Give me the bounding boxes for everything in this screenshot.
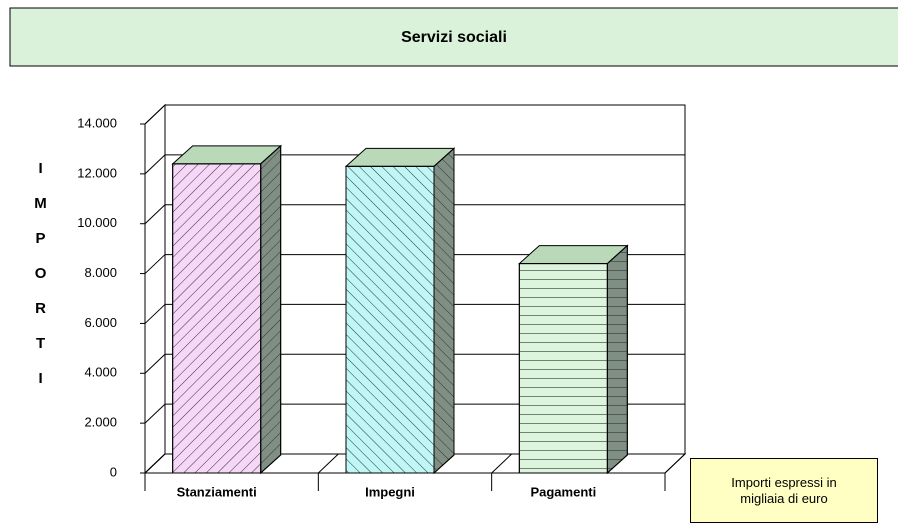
y-tick-label: 6.000 (84, 315, 117, 330)
y-tick-label: 4.000 (84, 365, 117, 380)
grid-line (144, 304, 166, 324)
bar-side-hatch (433, 147, 455, 475)
y-tick-label: 14.000 (77, 115, 117, 130)
chart-title: Servizi sociali (401, 29, 507, 46)
title-box (9, 7, 898, 67)
floor-divider (664, 453, 686, 474)
y-tick-label: 12.000 (77, 165, 117, 180)
grid-line (144, 403, 166, 424)
floor-divider (491, 453, 513, 474)
annotation: Importi espressi in migliaia di euro (690, 458, 878, 523)
bar-hatch (172, 163, 262, 474)
y-axis-label: IMPORTI (32, 160, 49, 405)
x-tick-label: Stanziamenti (177, 484, 257, 499)
y-tick-label: 8.000 (84, 265, 117, 280)
bar-side-hatch (260, 144, 282, 475)
x-tick-label: Pagamenti (530, 484, 596, 499)
floor-divider (144, 453, 166, 474)
bar-side-hatch (606, 244, 628, 475)
bar-hatch (345, 165, 435, 474)
grid-line (144, 353, 166, 374)
bar-hatch (518, 263, 608, 474)
x-tick-label: Impegni (365, 484, 415, 499)
y-tick-label: 0 (110, 464, 117, 479)
y-tick-label: 2.000 (84, 415, 117, 430)
floor-divider (317, 453, 339, 474)
grid-line (144, 204, 166, 225)
grid-line (144, 154, 166, 175)
grid-line (144, 254, 166, 274)
y-tick-label: 10.000 (77, 215, 117, 230)
grid-line (144, 104, 166, 125)
left-wall (144, 103, 166, 475)
